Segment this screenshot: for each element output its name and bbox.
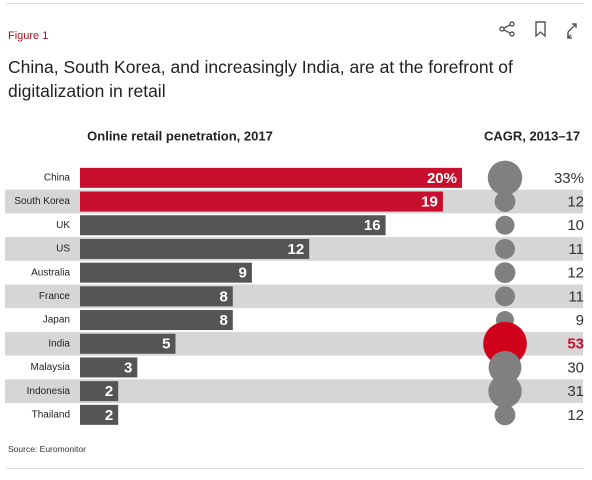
bubble: [495, 239, 515, 259]
bar-value-label: 12: [288, 241, 305, 258]
title: China, South Korea, and increasingly Ind…: [8, 57, 513, 101]
bubble: [488, 351, 522, 384]
bar: [80, 310, 233, 331]
source: Source: Euromonitor: [8, 444, 86, 454]
bar-value-label: 8: [219, 312, 227, 329]
bubble: [494, 262, 516, 284]
bar: [80, 167, 462, 188]
bar: [80, 238, 310, 259]
bar-value-label: 3: [124, 359, 132, 376]
category-label: Indonesia: [27, 386, 71, 397]
bubble-value-label: 12: [567, 194, 584, 211]
bar: [80, 286, 233, 307]
toolbar: [499, 21, 577, 39]
bubble-header: CAGR, 2013–17: [484, 128, 580, 143]
category-label: Malaysia: [31, 362, 71, 373]
bubble: [488, 374, 522, 408]
labels: China 20% 33% South Korea 19 12 UK 16 10 US 12 11 Au…: [14, 167, 584, 425]
bar-header: Online retail penetration, 2017: [87, 128, 273, 143]
bar-value-label: 2: [105, 407, 113, 424]
figure-label: Figure 1: [8, 30, 49, 42]
category-label: US: [56, 244, 70, 255]
bar-value-label: 5: [162, 336, 170, 353]
bar: [80, 215, 386, 236]
bubble-value-label: 11: [568, 241, 584, 258]
bar: [80, 262, 252, 283]
bubbles: [483, 160, 527, 426]
bubble: [495, 215, 515, 235]
category-label: China: [44, 172, 71, 183]
bar-value-label: 19: [421, 194, 438, 211]
bottom-rule: [6, 468, 584, 469]
bubble-value-label: 30: [567, 359, 584, 376]
bubble-value-label: 11: [568, 288, 584, 305]
bar: [80, 191, 443, 212]
bubble: [495, 286, 515, 307]
bubble: [494, 191, 516, 212]
bookmark-icon[interactable]: [535, 21, 546, 38]
bar-value-label: 8: [219, 288, 227, 305]
bubble: [494, 404, 516, 426]
category-label: Australia: [31, 267, 70, 278]
top-rule: [6, 3, 584, 4]
category-label: UK: [56, 220, 70, 231]
category-label: France: [39, 291, 71, 302]
bubble: [483, 321, 527, 366]
bubble: [487, 160, 523, 196]
category-label: Thailand: [32, 409, 70, 420]
bubble-value-label: 12: [567, 265, 584, 282]
bar-value-label: 16: [364, 217, 381, 234]
row-stripe: [5, 379, 583, 403]
bubble-value-label: 31: [567, 383, 584, 400]
bubble-value-label: 53: [567, 336, 584, 353]
bar: [80, 381, 119, 402]
bubble-value-label: 33%: [554, 170, 584, 187]
share-icon[interactable]: [499, 21, 515, 37]
expand-icon[interactable]: [567, 23, 577, 39]
bubble-value-label: 9: [576, 312, 584, 329]
bar-value-label: 2: [105, 383, 113, 400]
bar: [80, 404, 119, 425]
bubble-value-label: 10: [567, 217, 584, 234]
category-label: India: [48, 338, 70, 349]
chart: Online retail penetration, 2017 CAGR, 20…: [5, 128, 584, 426]
category-label: South Korea: [14, 196, 70, 207]
bubble-value-label: 12: [567, 407, 584, 424]
bar-value-label: 20%: [427, 170, 457, 187]
category-label: Japan: [43, 315, 70, 326]
bar: [80, 333, 176, 354]
bar-value-label: 9: [239, 265, 247, 282]
bar: [80, 357, 138, 378]
